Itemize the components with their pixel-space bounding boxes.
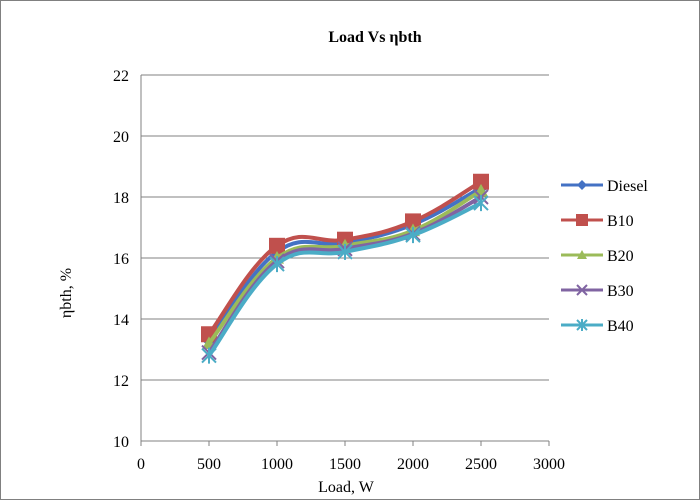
y-tick-10: 10 <box>113 434 129 451</box>
y-tick-14: 14 <box>113 312 129 329</box>
legend-item-b40: B40 <box>561 318 634 335</box>
x-tick-labels: 0 500 1000 1500 2000 2500 3000 <box>137 456 565 473</box>
series-line-b20 <box>207 189 483 345</box>
y-tick-16: 16 <box>113 251 129 268</box>
data-point-b40-2500 <box>473 195 489 212</box>
plot-series <box>201 173 489 364</box>
legend-marker-b10 <box>576 214 588 226</box>
data-point-b40-1500 <box>337 243 353 260</box>
legend-item-b10: B10 <box>561 213 634 230</box>
axes <box>140 75 550 446</box>
legend: Diesel B10 B20 B30 B40 <box>561 178 648 335</box>
y-axis-label: ηbth, % <box>58 268 75 318</box>
legend-marker-b30 <box>576 284 588 296</box>
chart-title: Load Vs ηbth <box>328 29 421 46</box>
legend-marker-b20 <box>577 250 587 259</box>
x-tick-0: 0 <box>137 456 145 473</box>
series-line-diesel <box>207 186 482 342</box>
x-tick-1000: 1000 <box>261 456 293 473</box>
data-point-b40-2000 <box>405 227 421 244</box>
legend-item-diesel: Diesel <box>561 178 648 195</box>
legend-marker-b40 <box>576 319 588 331</box>
x-tick-2500: 2500 <box>465 456 497 473</box>
data-point-b40-500 <box>201 347 217 364</box>
y-tick-12: 12 <box>113 373 129 390</box>
y-tick-labels: 10 12 14 16 18 20 22 <box>113 68 129 451</box>
x-tick-500: 500 <box>197 456 221 473</box>
legend-marker-diesel <box>577 180 587 190</box>
series-line-b40 <box>207 201 482 357</box>
data-point-b10-2000 <box>405 213 421 230</box>
legend-item-b20: B20 <box>561 248 634 265</box>
data-point-b10-2500 <box>473 173 489 190</box>
legend-label-b10: B10 <box>607 213 634 230</box>
y-tick-20: 20 <box>113 129 129 146</box>
x-axis-label: Load, W <box>318 479 375 496</box>
legend-label-diesel: Diesel <box>607 178 648 195</box>
x-tick-3000: 3000 <box>533 456 565 473</box>
legend-label-b20: B20 <box>607 248 634 265</box>
y-tick-18: 18 <box>113 190 129 207</box>
legend-label-b40: B40 <box>607 318 634 335</box>
data-point-b10-1000 <box>269 237 285 254</box>
legend-item-b30: B30 <box>561 283 634 300</box>
data-point-b40-1000 <box>269 256 285 273</box>
series-b40 <box>201 195 489 364</box>
x-tick-1500: 1500 <box>329 456 361 473</box>
x-tick-2000: 2000 <box>397 456 429 473</box>
y-tick-22: 22 <box>113 68 129 85</box>
legend-label-b30: B30 <box>607 283 634 300</box>
